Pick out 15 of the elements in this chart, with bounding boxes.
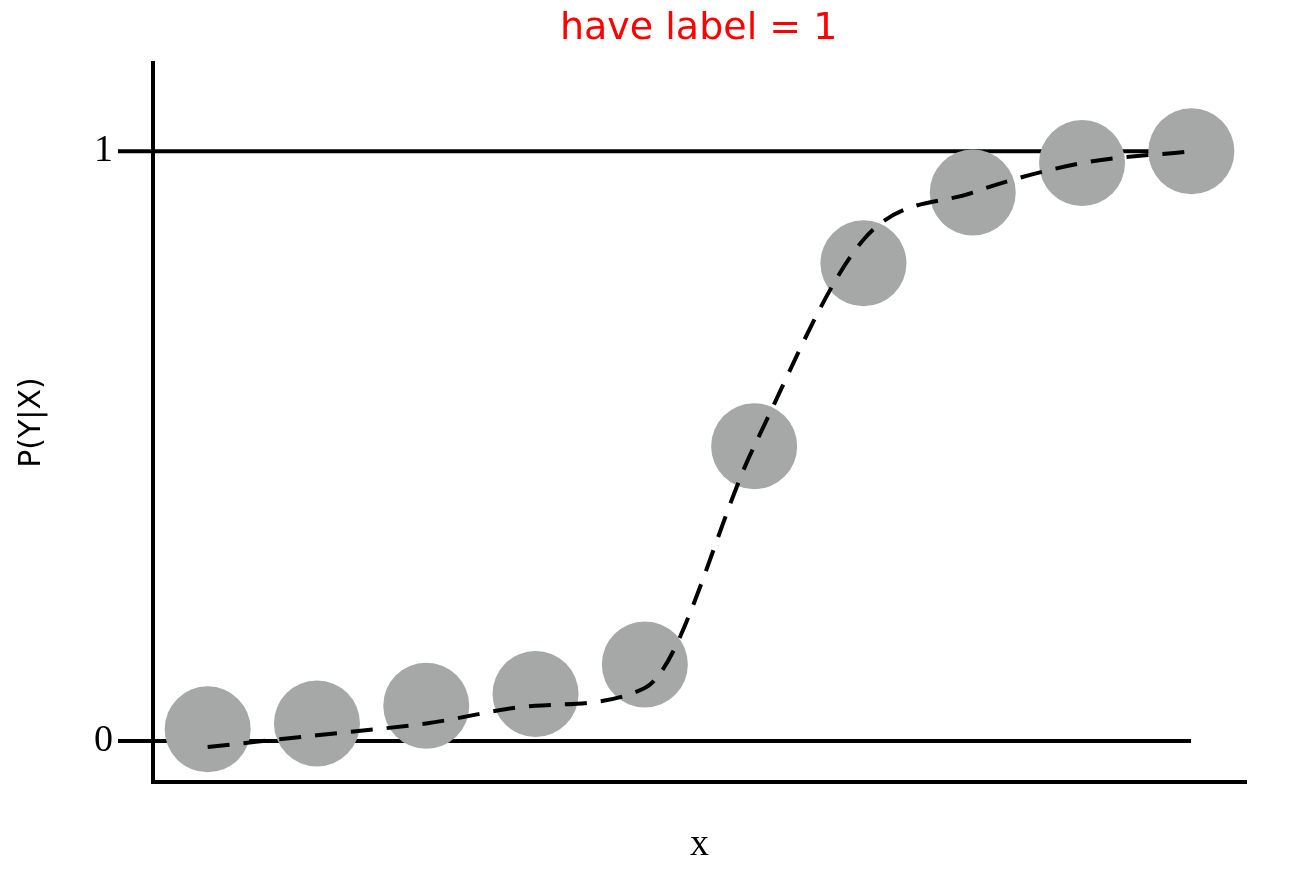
point — [273, 680, 360, 767]
y-tick-label: 1 — [94, 127, 113, 170]
point — [820, 220, 907, 307]
point — [164, 686, 251, 773]
point — [601, 621, 688, 708]
y-tick-label: 0 — [94, 717, 113, 760]
point — [1148, 108, 1235, 195]
point — [711, 403, 798, 490]
point — [1039, 120, 1126, 207]
text: have label = 1 — [560, 4, 838, 48]
x-axis-title: x — [690, 821, 709, 864]
point — [383, 662, 470, 749]
point — [492, 650, 579, 737]
point — [929, 149, 1016, 236]
y-axis-title: P(Y|X) — [11, 377, 48, 468]
